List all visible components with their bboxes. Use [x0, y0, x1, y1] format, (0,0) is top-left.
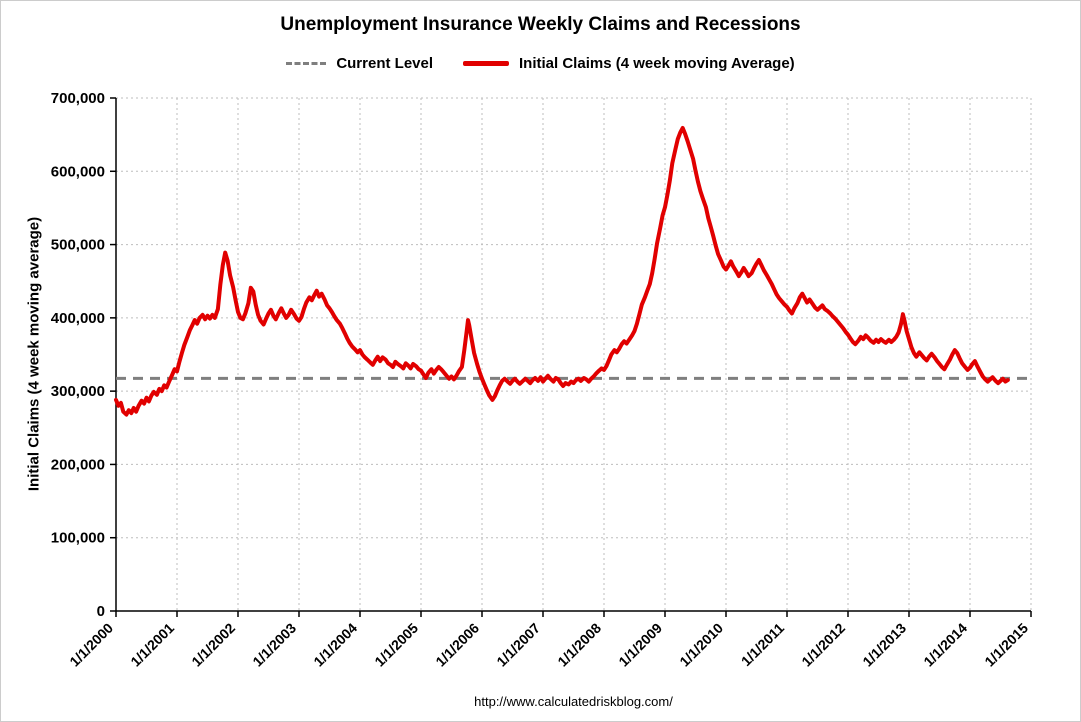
x-tick-label: 1/1/2011 [738, 620, 787, 669]
series-line-initial-claims [114, 126, 1010, 417]
y-tick-label: 0 [97, 603, 105, 620]
x-tick-label: 1/1/2013 [859, 620, 909, 670]
x-tick-label: 1/1/2004 [310, 620, 360, 670]
y-tick-label: 600,000 [51, 163, 105, 180]
legend: Current Level Initial Claims (4 week mov… [1, 55, 1080, 72]
current-level-line-icon [286, 62, 327, 65]
legend-item-initial-claims: Initial Claims (4 week moving Average) [463, 55, 795, 72]
chart-title: Unemployment Insurance Weekly Claims and… [280, 14, 801, 35]
x-tick-label: 1/1/2003 [249, 620, 299, 670]
y-tick-label: 700,000 [51, 90, 105, 107]
x-tick-label: 1/1/2005 [371, 620, 421, 670]
x-tick-label: 1/1/2002 [188, 620, 238, 670]
x-tick-label: 1/1/2006 [432, 620, 482, 670]
y-tick-label: 500,000 [51, 237, 105, 254]
legend-label-current-level: Current Level [336, 55, 434, 72]
x-tick-label: 1/1/2000 [66, 620, 116, 670]
initial-claims-line-icon [463, 61, 510, 66]
y-tick-label: 400,000 [51, 310, 105, 327]
x-tick-label: 1/1/2012 [798, 620, 848, 670]
x-tick-label: 1/1/2014 [920, 620, 970, 670]
legend-item-current-level: Current Level [286, 55, 433, 72]
y-tick-label: 200,000 [51, 456, 105, 473]
x-tick-label: 1/1/2010 [676, 620, 726, 670]
y-tick-label: 300,000 [51, 383, 105, 400]
y-axis-title: Initial Claims (4 week moving average) [25, 216, 43, 492]
source-url: http://www.calculatedriskblog.com/ [474, 694, 673, 709]
y-tick-label: 100,000 [51, 530, 105, 547]
x-tick-label: 1/1/2015 [981, 620, 1031, 670]
legend-label-initial-claims: Initial Claims (4 week moving Average) [519, 55, 795, 72]
x-tick-label: 1/1/2001 [127, 620, 177, 670]
x-tick-label: 1/1/2009 [615, 620, 665, 670]
x-tick-label: 1/1/2007 [493, 620, 543, 670]
x-tick-label: 1/1/2008 [554, 620, 604, 670]
